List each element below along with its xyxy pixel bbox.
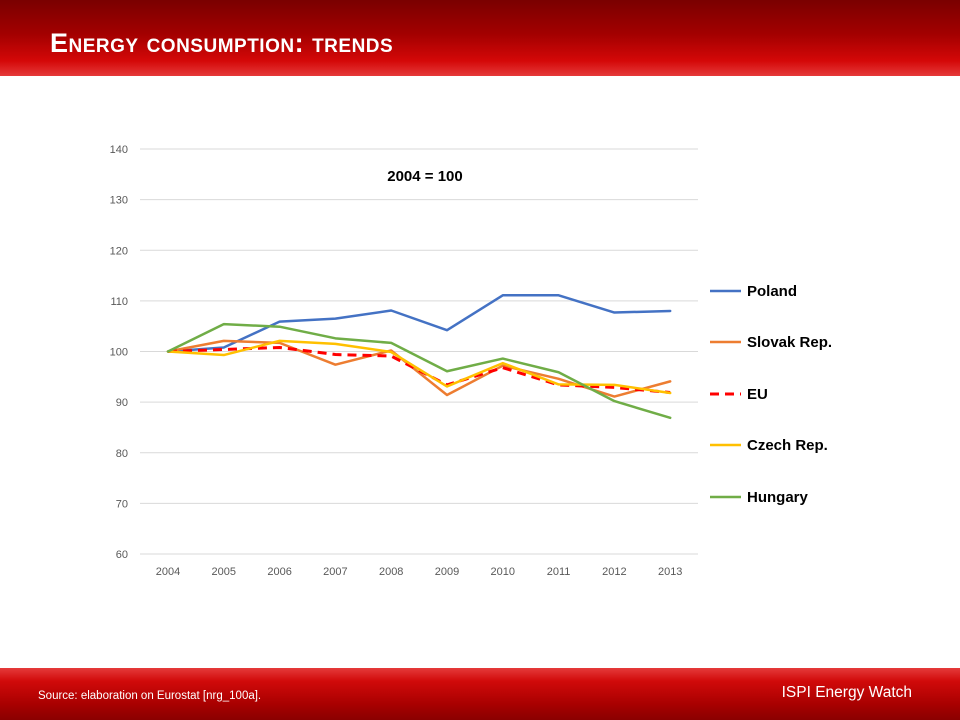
y-tick-label: 130 [110,195,128,207]
base-year-annotation: 2004 = 100 [387,168,463,185]
x-tick-label: 2004 [156,566,180,578]
energy-consumption-line-chart: 60 70 80 90 100 110 120 130 140 2004 2005 2006 2007… [110,144,832,578]
y-tick-label: 90 [116,397,128,409]
y-tick-label: 110 [110,296,128,308]
series-line-hungary [166,322,672,420]
x-tick-label: 2007 [323,566,347,578]
y-tick-label: 100 [110,347,128,359]
series-line-czech-rep [166,339,672,395]
x-tick-label: 2005 [212,566,236,578]
title-bar: Energy consumption: trends [0,0,960,76]
legend-label: Poland [747,283,797,300]
legend: Poland Slovak Rep. EU Czech Rep. Hungary [710,283,832,506]
x-tick-label: 2013 [658,566,682,578]
x-tick-label: 2008 [379,566,403,578]
y-tick-label: 140 [110,144,128,156]
brand-label: ISPI Energy Watch [781,684,912,701]
x-axis-ticks: 2004 2005 2006 2007 2008 2009 2010 2011 2012 2013 [156,566,683,578]
x-tick-label: 2012 [602,566,626,578]
slide-title: Energy consumption: trends [50,28,394,58]
legend-label: Hungary [747,489,809,506]
legend-label: Czech Rep. [747,437,828,454]
x-tick-label: 2010 [491,566,515,578]
y-tick-label: 70 [116,498,128,510]
x-tick-label: 2009 [435,566,459,578]
legend-label: EU [747,386,768,403]
y-tick-label: 120 [110,245,128,257]
source-note: Source: elaboration on Eurostat [nrg_100… [38,690,262,702]
gridlines [140,148,698,555]
series-line-poland [166,294,672,353]
x-tick-label: 2006 [267,566,291,578]
y-tick-label: 80 [116,448,128,460]
y-tick-label: 60 [116,549,128,561]
y-axis-ticks: 60 70 80 90 100 110 120 130 140 [110,144,128,561]
series-lines [166,294,672,420]
footer-bar: Source: elaboration on Eurostat [nrg_100… [0,668,960,720]
x-tick-label: 2011 [547,566,571,578]
legend-label: Slovak Rep. [747,334,832,351]
